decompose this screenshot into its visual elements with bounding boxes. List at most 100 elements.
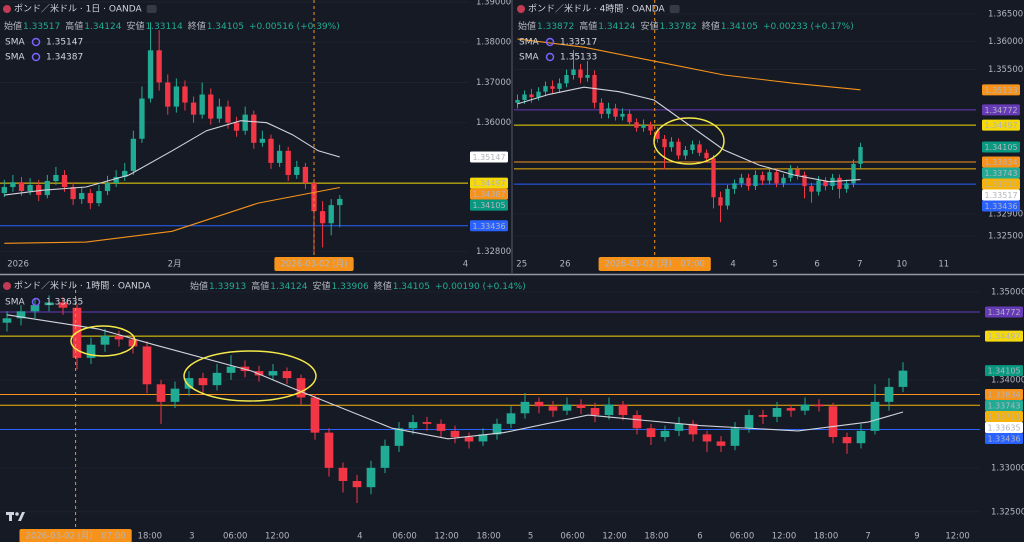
y-tick-label: 1.35000 <box>991 287 1024 297</box>
ohlc-value: 1.33782 <box>659 22 696 32</box>
candle-body <box>380 445 390 468</box>
candle-body <box>529 94 534 98</box>
candle-body <box>242 114 248 131</box>
candle-body <box>212 372 222 386</box>
y-tick-label: 1.34000 <box>991 375 1024 385</box>
candle-body <box>732 183 737 189</box>
x-tick-label: 18:00 <box>644 532 669 542</box>
candle-body <box>585 75 590 78</box>
candle-body <box>718 197 723 206</box>
candle-body <box>590 408 600 416</box>
x-tick-label: 18:00 <box>476 532 501 542</box>
candle-body <box>276 150 283 163</box>
candle-body <box>100 335 110 345</box>
candle-body <box>767 172 772 181</box>
candle-body <box>319 211 326 224</box>
ohlc-value: 1.33913 <box>209 282 246 292</box>
legend-name: SMA <box>5 38 25 48</box>
ohlc-value: 1.34124 <box>270 282 307 292</box>
candle-body <box>856 430 866 444</box>
ohlc-change: +0.00233 (+0.17%) <box>763 22 854 32</box>
candle-body <box>142 346 152 385</box>
candle-body <box>79 193 85 200</box>
candle-body <box>268 371 278 376</box>
ohlc-label: 始値 <box>4 20 22 32</box>
candle-body <box>858 146 863 164</box>
candle-body <box>730 428 740 446</box>
candle-body <box>302 166 309 184</box>
ohlc-label: 終値 <box>188 20 206 32</box>
candle-body <box>44 302 54 306</box>
candle-body <box>233 122 240 131</box>
price-tag-label: 1.33711 <box>984 180 1017 189</box>
price-tag <box>470 177 508 189</box>
candle-body <box>86 344 96 358</box>
candle-body <box>571 69 576 75</box>
candle-body <box>557 83 562 89</box>
candle-body <box>44 180 50 196</box>
price-tag-label: 1.34497 <box>987 332 1020 341</box>
price-tag <box>985 399 1023 411</box>
candle-body <box>96 191 102 204</box>
y-tick-label: 1.36000 <box>476 118 511 128</box>
collapse-button <box>669 5 680 13</box>
chart-title: ポンド／米ドル · 1時間 · OANDA <box>14 280 151 292</box>
y-tick-label: 1.32500 <box>988 232 1023 242</box>
y-tick-label: 1.37000 <box>476 78 511 88</box>
price-tag-label: 1.33834 <box>984 158 1017 167</box>
price-tag-label: 1.34105 <box>984 143 1017 152</box>
candle-body <box>520 401 530 414</box>
price-tag <box>985 330 1023 342</box>
candle-body <box>795 169 800 175</box>
plot-area <box>0 291 980 513</box>
legend-icon <box>31 52 41 62</box>
sma-line <box>517 38 861 91</box>
x-tick-label: 06:00 <box>560 532 585 542</box>
sma-line <box>517 86 861 183</box>
price-tag-label: 1.33436 <box>984 202 1017 211</box>
candle-body <box>669 141 674 148</box>
legend-icon <box>545 37 555 47</box>
legend-name: SMA <box>519 38 539 48</box>
candle-body <box>676 141 681 156</box>
candle-body <box>199 94 205 115</box>
price-tag <box>985 410 1023 422</box>
legend-name: SMA <box>5 298 25 308</box>
annotation-ellipse <box>653 117 725 165</box>
candle-body <box>786 408 796 411</box>
candle-body <box>254 371 264 376</box>
ohlc-value: 1.34105 <box>207 22 244 32</box>
price-tag-label: 1.34105 <box>472 201 505 210</box>
candle-body <box>823 180 828 187</box>
price-tag <box>982 119 1020 131</box>
candle-body <box>182 86 188 103</box>
candle-body <box>184 378 194 389</box>
x-tick-label: 3 <box>189 532 194 542</box>
x-tick-label: 12:00 <box>772 532 797 542</box>
candle-body <box>1 187 7 194</box>
candle-body <box>225 106 231 123</box>
ohlc-label: 始値 <box>190 280 208 292</box>
candle-body <box>746 177 751 187</box>
candle-body <box>844 183 849 189</box>
symbol-icon <box>3 282 11 290</box>
candle-body <box>10 182 16 188</box>
candle-body <box>562 404 572 411</box>
candle-body <box>543 86 548 92</box>
candle-body <box>618 404 628 416</box>
sma-line <box>4 120 340 196</box>
candle-body <box>870 401 880 431</box>
candle-body <box>208 94 214 119</box>
candle-body <box>170 388 180 402</box>
candle-body <box>690 144 695 150</box>
candle-body <box>688 423 698 435</box>
candle-body <box>128 339 138 347</box>
candle-body <box>328 205 334 224</box>
ohlc-legend: 始値1.33872 高値1.34124 安値1.33782 終値1.34105 +0.0… <box>518 20 854 32</box>
x-tick-label: 26 <box>560 260 571 270</box>
candle-body <box>216 106 223 119</box>
candle-body <box>802 175 807 187</box>
legend-icon <box>31 297 41 307</box>
